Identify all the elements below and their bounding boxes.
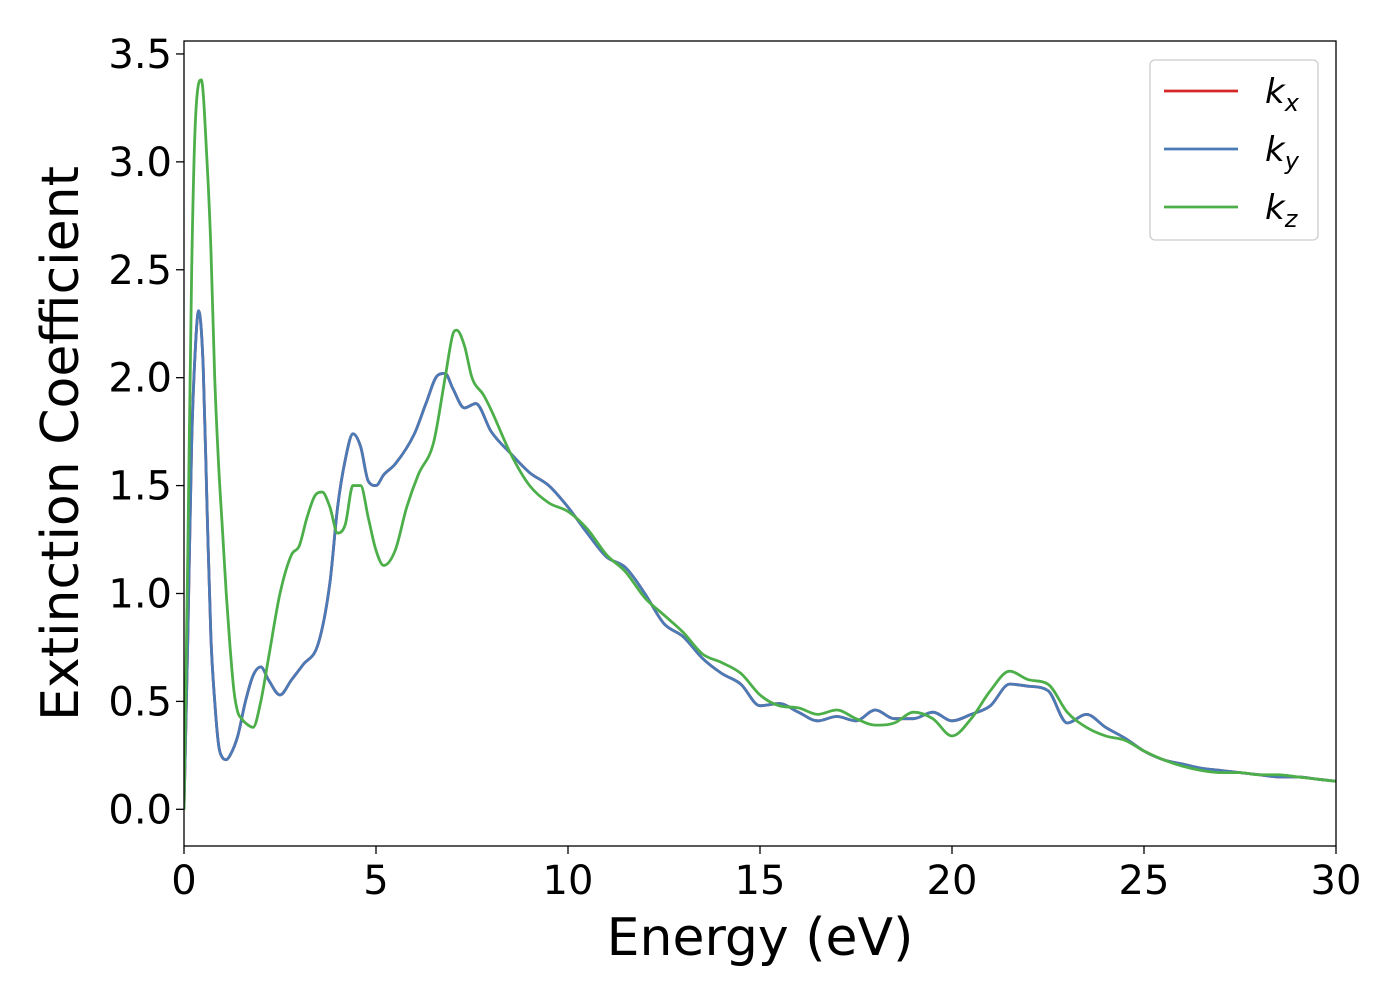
x-tick-label: 0 [171, 858, 196, 904]
x-tick-label: 20 [927, 858, 978, 904]
y-tick-label: 2.5 [108, 248, 172, 294]
legend: kx ky kz [1149, 59, 1319, 241]
legend-label: ky [1265, 130, 1300, 175]
y-tick-label: 0.5 [108, 679, 172, 725]
x-tick-label: 15 [735, 858, 786, 904]
y-axis-label: Extinction Coefficient [31, 166, 91, 721]
series-layer [184, 78, 1336, 810]
x-axis-ticks: 0 5 10 15 20 25 30 [171, 846, 1361, 904]
x-tick-label: 5 [363, 858, 388, 904]
x-tick-label: 30 [1311, 858, 1362, 904]
y-axis-ticks: 0.0 0.5 1.0 1.5 2.0 2.5 3.0 3.5 [108, 32, 184, 833]
y-tick-label: 0.0 [108, 787, 172, 833]
legend-label: kx [1265, 72, 1300, 117]
y-tick-label: 1.0 [108, 571, 172, 617]
y-tick-label: 3.0 [108, 140, 172, 186]
x-tick-label: 25 [1119, 858, 1170, 904]
series-line-ky [184, 309, 1336, 810]
x-tick-label: 10 [543, 858, 594, 904]
y-tick-label: 1.5 [108, 464, 172, 510]
series-line-kz [184, 78, 1336, 810]
series-line-kx [184, 309, 1336, 810]
legend-label: kz [1265, 188, 1299, 233]
y-tick-label: 3.5 [108, 32, 172, 78]
x-axis-label: Energy (eV) [607, 908, 914, 968]
y-tick-label: 2.0 [108, 356, 172, 402]
